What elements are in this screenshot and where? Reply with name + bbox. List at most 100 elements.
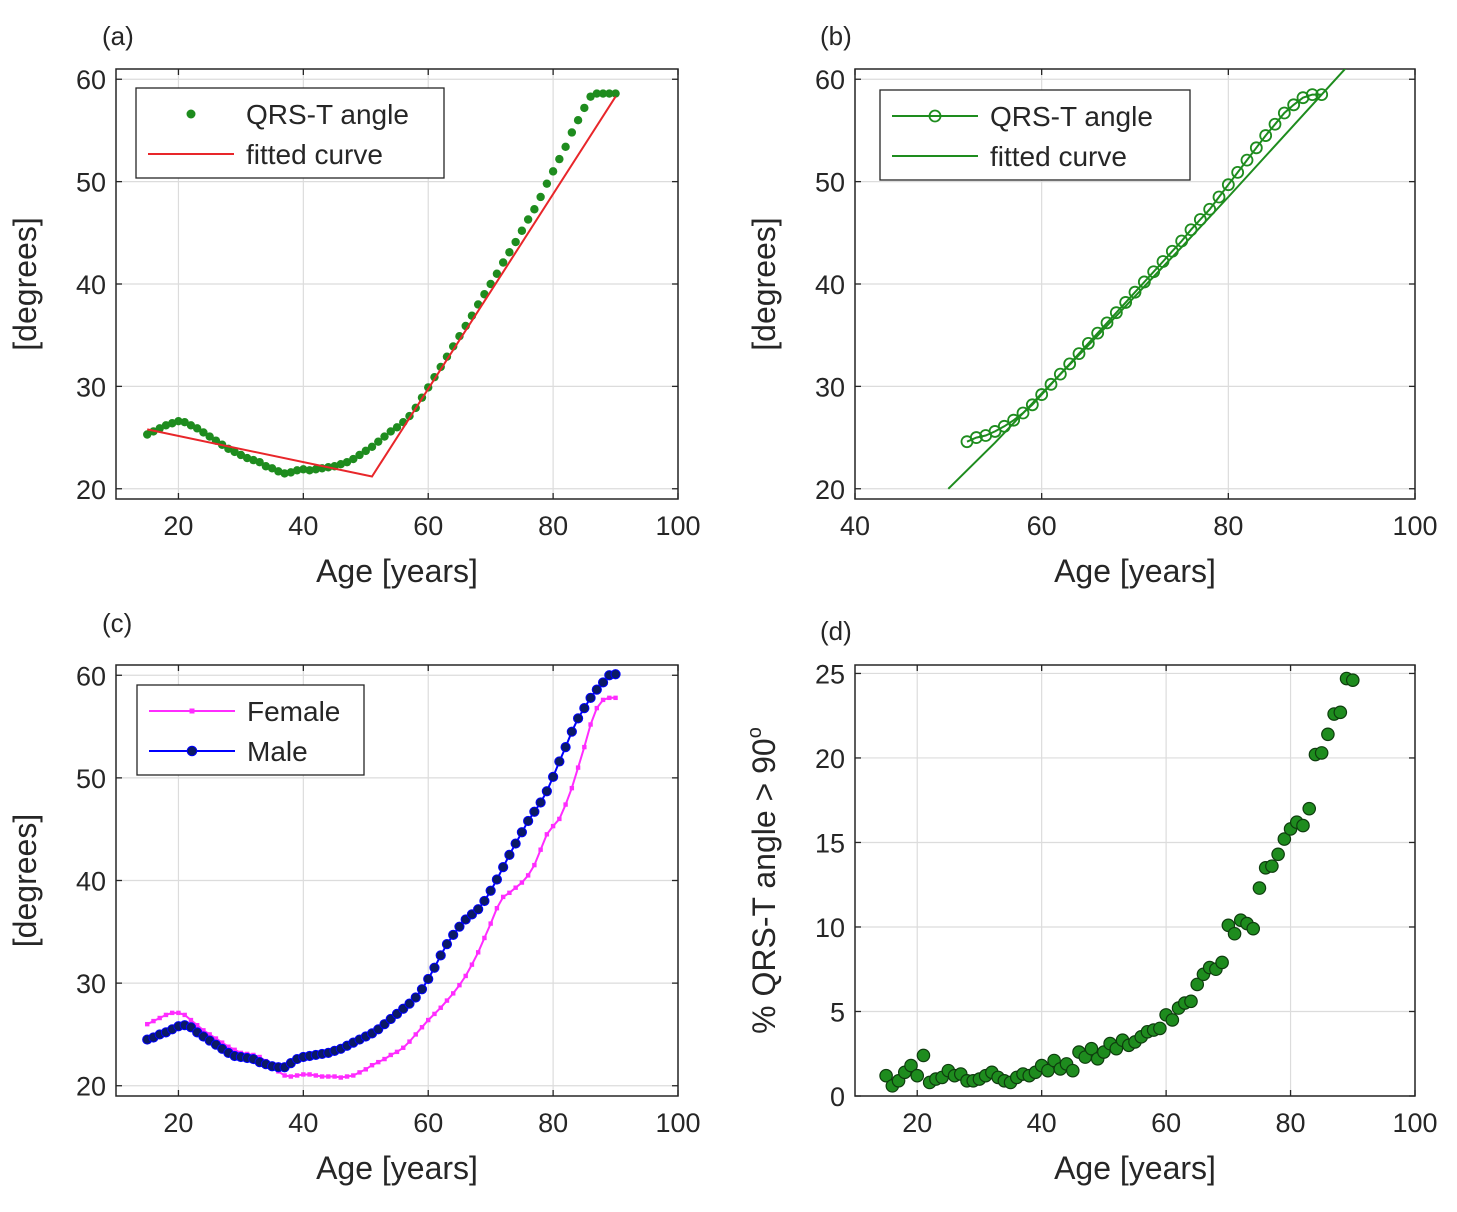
data-point	[582, 744, 587, 750]
data-point	[143, 430, 152, 439]
y-tick-label: 60	[815, 65, 845, 95]
data-point	[535, 797, 546, 808]
x-tick-label: 20	[902, 1108, 932, 1138]
data-point	[257, 1054, 262, 1060]
data-point	[413, 1032, 418, 1037]
x-tick-label: 60	[1027, 511, 1057, 541]
data-point	[386, 427, 395, 436]
data-point	[1277, 106, 1291, 120]
data-point	[416, 984, 428, 995]
data-point	[485, 885, 496, 896]
data-point	[1153, 1021, 1167, 1036]
data-point	[438, 1005, 443, 1010]
data-point	[432, 1011, 437, 1017]
x-tick-label: 40	[288, 1108, 318, 1138]
data-point	[1271, 847, 1285, 862]
plot-area	[142, 669, 621, 1080]
data-point	[1221, 178, 1235, 192]
legend-label: fitted curve	[246, 139, 383, 170]
legend-swatch-marker	[186, 745, 198, 757]
data-point	[473, 904, 484, 915]
legend-swatch-marker	[928, 109, 942, 123]
legend-box	[879, 89, 1191, 181]
legend-label: Female	[247, 696, 340, 727]
data-point	[1296, 818, 1310, 833]
data-point	[494, 906, 500, 911]
data-point	[511, 237, 520, 247]
y-axis-label: [degrees]	[746, 217, 782, 350]
plot-area	[947, 69, 1347, 490]
data-point	[569, 785, 575, 791]
legend-label: fitted curve	[990, 141, 1127, 172]
data-point	[548, 167, 558, 176]
data-point	[513, 885, 518, 890]
series-line	[146, 696, 616, 1079]
data-point	[176, 1010, 181, 1016]
y-tick-label: 20	[815, 744, 845, 774]
legend-label: QRS-T angle	[246, 99, 409, 130]
data-point	[282, 1073, 287, 1078]
data-point	[1333, 705, 1348, 720]
data-point	[567, 128, 577, 137]
data-point	[426, 1017, 431, 1023]
x-tick-label: 60	[1151, 1108, 1181, 1138]
data-point	[1084, 1041, 1099, 1056]
series-line	[947, 69, 1347, 490]
data-point	[1240, 153, 1254, 167]
data-point	[561, 142, 570, 152]
data-point	[392, 423, 402, 432]
data-point	[542, 179, 552, 188]
data-point	[525, 873, 531, 878]
x-tick-label: 80	[538, 1108, 568, 1138]
data-point	[1081, 336, 1095, 350]
data-point	[492, 269, 502, 278]
data-point	[199, 428, 208, 437]
data-point	[572, 713, 584, 724]
data-point	[532, 862, 537, 868]
data-point	[1345, 673, 1360, 688]
y-tick-label: 20	[76, 475, 106, 505]
x-tick-label: 20	[163, 511, 193, 541]
data-point	[374, 437, 383, 446]
x-tick-label: 100	[655, 511, 700, 541]
data-point	[1025, 398, 1039, 412]
y-tick-label: 50	[76, 168, 106, 198]
data-point	[510, 838, 521, 849]
x-tick-label: 80	[538, 511, 568, 541]
data-point	[544, 832, 550, 837]
data-point	[267, 464, 277, 473]
data-point	[280, 469, 289, 478]
data-point	[1268, 117, 1282, 131]
data-point	[1190, 977, 1205, 992]
data-point	[382, 1056, 387, 1062]
data-point	[299, 465, 308, 474]
legend-box	[135, 87, 445, 179]
panel-label: (c)	[102, 608, 132, 638]
data-point	[916, 1048, 931, 1063]
data-point	[182, 1012, 187, 1018]
data-point	[523, 815, 534, 827]
data-point	[313, 1073, 319, 1078]
data-point	[536, 192, 545, 202]
data-point	[475, 950, 481, 955]
legend-box	[136, 684, 365, 776]
x-tick-label: 80	[1276, 1108, 1306, 1138]
data-point	[357, 1070, 362, 1075]
x-tick-label: 60	[413, 511, 443, 541]
data-point	[344, 1074, 350, 1079]
data-point	[457, 982, 462, 988]
data-point	[429, 962, 440, 973]
y-tick-label: 50	[76, 764, 106, 794]
plot-area	[879, 671, 1360, 1093]
axes-box	[854, 664, 1416, 1097]
data-point	[1277, 832, 1292, 846]
data-point	[488, 921, 493, 926]
y-tick-label: 40	[76, 270, 106, 300]
x-tick-label: 40	[1027, 1108, 1057, 1138]
data-point	[1072, 347, 1086, 361]
data-point	[879, 1068, 893, 1083]
data-point	[507, 890, 512, 896]
y-tick-label: 30	[76, 372, 106, 402]
data-point	[155, 424, 164, 433]
data-point	[598, 89, 608, 98]
